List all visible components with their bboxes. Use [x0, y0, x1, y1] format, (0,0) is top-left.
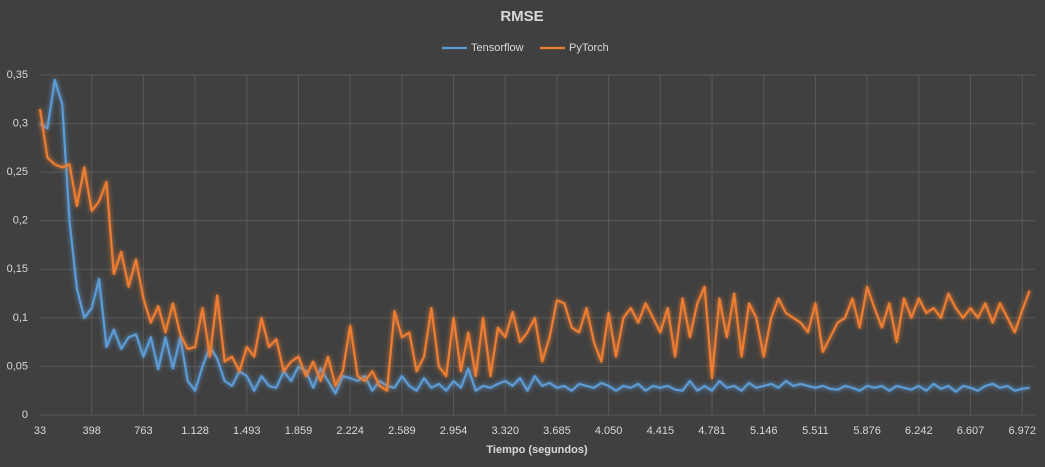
x-tick-label: 2.589	[388, 425, 416, 437]
x-tick-label: 6.972	[1008, 425, 1036, 437]
y-tick-label: 0,2	[13, 215, 28, 227]
x-tick-label: 6.607	[957, 425, 985, 437]
x-tick-label: 4.781	[698, 425, 726, 437]
x-tick-label: 6.242	[905, 425, 933, 437]
legend-label: Tensorflow	[471, 42, 524, 54]
y-tick-label: 0	[22, 409, 28, 421]
y-tick-label: 0,15	[7, 263, 28, 275]
x-tick-label: 1.128	[181, 425, 209, 437]
x-tick-label: 1.493	[233, 425, 261, 437]
x-tick-label: 5.876	[853, 425, 881, 437]
x-tick-label: 2.954	[440, 425, 468, 437]
x-tick-label: 4.050	[595, 425, 623, 437]
y-tick-label: 0,1	[13, 312, 28, 324]
x-tick-label: 3.685	[543, 425, 571, 437]
x-tick-label: 3.320	[491, 425, 519, 437]
x-tick-label: 2.224	[336, 425, 364, 437]
x-tick-label: 33	[34, 425, 46, 437]
series-line	[39, 78, 1030, 395]
y-tick-label: 0,3	[13, 117, 28, 129]
x-tick-label: 398	[83, 425, 101, 437]
legend-label: PyTorch	[569, 42, 609, 54]
x-tick-label: 5.146	[750, 425, 778, 437]
series-line	[38, 108, 1031, 392]
y-tick-label: 0,25	[7, 166, 28, 178]
x-tick-label: 4.415	[647, 425, 675, 437]
x-tick-label: 763	[134, 425, 152, 437]
y-tick-label: 0,05	[7, 360, 28, 372]
x-axis-title: Tiempo (segundos)	[486, 444, 588, 456]
x-tick-label: 1.859	[285, 425, 313, 437]
chart-title: RMSE	[500, 8, 543, 25]
y-tick-label: 0,35	[7, 69, 28, 81]
x-tick-label: 5.511	[802, 425, 829, 437]
